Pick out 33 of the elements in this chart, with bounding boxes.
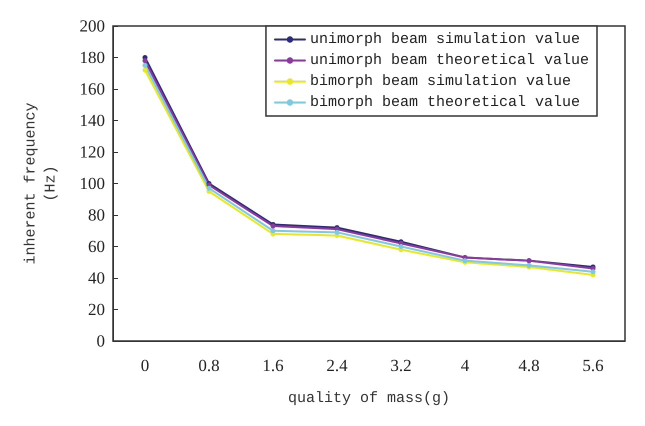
x-tick-label: 5.6 xyxy=(582,356,604,375)
y-tick-label: 140 xyxy=(80,111,105,130)
y-tick-label: 80 xyxy=(88,206,105,224)
y-tick-label: 0 xyxy=(96,332,105,350)
legend-label: bimorph beam theoretical value xyxy=(310,94,580,111)
y-tick-label: 180 xyxy=(80,48,105,67)
y-tick-label: 120 xyxy=(80,142,105,162)
legend-label: bimorph beam simulation value xyxy=(310,73,571,90)
point xyxy=(206,186,212,191)
x-tick-label: 0.8 xyxy=(198,356,220,375)
y-axis-title: inherent frequency (Hz) xyxy=(22,102,60,265)
x-tick-label: 4 xyxy=(460,356,470,375)
y-tick-label: 60 xyxy=(88,237,105,256)
x-tick-label: 3.2 xyxy=(390,356,412,375)
y-tick-label: 100 xyxy=(80,174,105,193)
y-tick-label: 160 xyxy=(80,80,105,98)
legend-label: unimorph beam simulation value xyxy=(310,31,580,48)
y-tick-label: 200 xyxy=(80,16,105,36)
x-tick-label: 4.8 xyxy=(518,356,540,375)
point xyxy=(334,230,340,235)
x-axis-title: quality of mass(g) xyxy=(288,390,450,407)
x-tick-label: 1.6 xyxy=(262,356,284,375)
x-tick-label: 2.4 xyxy=(326,356,348,375)
point xyxy=(270,228,276,234)
x-tick-label: 0 xyxy=(140,356,150,375)
point xyxy=(142,62,148,68)
y-tick-label: 40 xyxy=(88,268,105,288)
point xyxy=(142,68,148,73)
point xyxy=(590,269,596,274)
legend-label: unimorph beam theoretical value xyxy=(310,52,589,69)
point xyxy=(398,244,404,249)
point xyxy=(142,58,148,64)
y-tick-label: 20 xyxy=(88,300,105,319)
